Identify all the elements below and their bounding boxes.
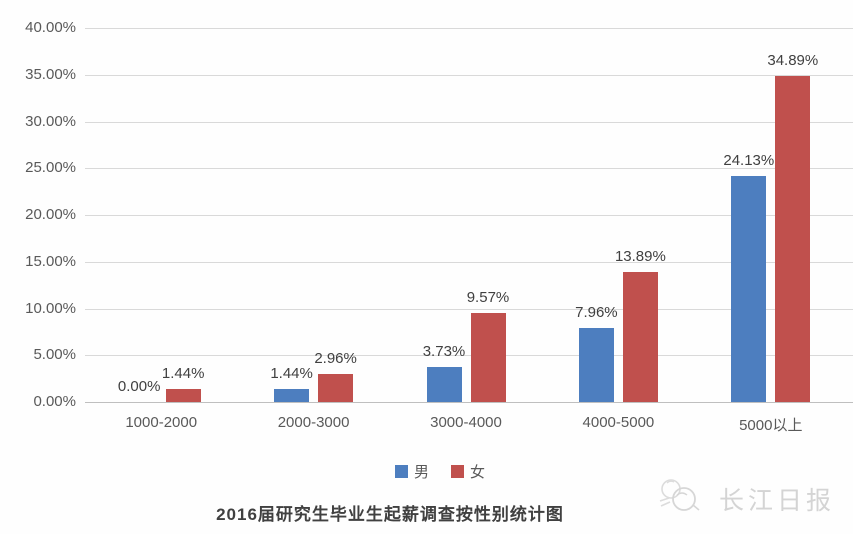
x-axis-label: 1000-2000 bbox=[125, 414, 198, 431]
gridline bbox=[85, 168, 853, 170]
legend-item-female: 女 bbox=[451, 461, 485, 482]
data-label: 7.96% bbox=[575, 303, 618, 321]
data-label: 13.89% bbox=[614, 248, 666, 266]
gridline bbox=[85, 215, 853, 216]
legend-label-male: 男 bbox=[413, 464, 429, 481]
y-axis-label: 30.00% bbox=[25, 112, 76, 130]
data-label: 1.44% bbox=[161, 364, 205, 382]
x-axis-label: 5000以上 bbox=[739, 417, 803, 434]
data-label: 0.00% bbox=[117, 378, 161, 395]
bar-female-3000-4000 bbox=[470, 312, 506, 402]
bar-male-5000以上 bbox=[731, 176, 767, 402]
male-series-swatch bbox=[394, 465, 408, 478]
data-label: 24.13% bbox=[723, 152, 775, 170]
x-axis-line bbox=[85, 402, 853, 403]
gridline bbox=[85, 308, 853, 310]
x-axis-label: 2000-3000 bbox=[277, 414, 350, 431]
y-axis-label: 10.00% bbox=[25, 299, 76, 317]
y-axis-label: 20.00% bbox=[25, 206, 76, 223]
data-label: 3.73% bbox=[422, 343, 466, 361]
y-axis-label: 15.00% bbox=[25, 252, 76, 270]
gridline bbox=[85, 261, 853, 263]
bar-male-4000-5000 bbox=[578, 327, 614, 402]
gridline bbox=[85, 121, 853, 123]
bar-male-2000-3000 bbox=[274, 388, 310, 402]
data-label: 9.57% bbox=[466, 288, 510, 306]
dove-logo-icon bbox=[657, 471, 711, 526]
gridline bbox=[85, 28, 853, 29]
y-axis-label: 0.00% bbox=[33, 393, 76, 410]
y-axis-label: 5.00% bbox=[33, 346, 76, 364]
bar-male-3000-4000 bbox=[426, 367, 462, 402]
bar-female-1000-2000 bbox=[165, 388, 201, 402]
y-axis-label: 40.00% bbox=[25, 19, 76, 36]
female-series-swatch bbox=[451, 465, 464, 478]
data-label: 1.44% bbox=[270, 364, 313, 382]
bar-female-4000-5000 bbox=[622, 272, 658, 402]
x-axis-label: 4000-5000 bbox=[582, 414, 655, 431]
data-label: 34.89% bbox=[767, 51, 819, 69]
y-axis-label: 25.00% bbox=[25, 159, 76, 177]
watermark-text: 长江日报 bbox=[718, 486, 835, 515]
chart-title: 2016届研究生毕业生起薪调查按性别统计图 bbox=[216, 505, 564, 524]
gridline bbox=[85, 74, 853, 76]
watermark: 长江日报 bbox=[657, 471, 835, 526]
legend-label-female: 女 bbox=[470, 464, 486, 481]
data-label: 2.96% bbox=[314, 350, 357, 368]
plot-area: 0.00% 5.00% 10.00% 15.00% 20.00% 25.00% 30.00%… bbox=[25, 19, 853, 434]
gridline bbox=[85, 355, 853, 357]
x-axis-label: 3000-4000 bbox=[430, 414, 502, 431]
legend-item-male: 男 bbox=[394, 461, 429, 482]
y-axis-label: 35.00% bbox=[25, 65, 76, 83]
bar-female-2000-3000 bbox=[318, 374, 354, 402]
legend: 男 女 bbox=[0, 461, 853, 482]
bar-female-5000以上 bbox=[775, 75, 811, 402]
